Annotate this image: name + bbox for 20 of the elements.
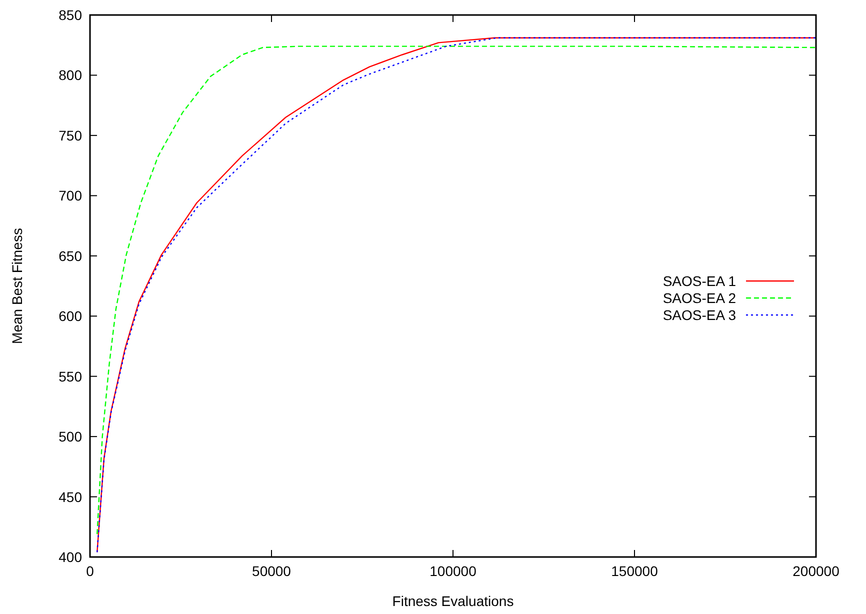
- y-tick-label: 600: [58, 308, 82, 324]
- y-tick-label: 850: [58, 7, 82, 23]
- legend-label: SAOS-EA 2: [662, 290, 736, 306]
- y-tick-label: 750: [58, 127, 82, 144]
- y-tick-label: 450: [58, 488, 82, 505]
- y-tick-label: 700: [58, 188, 82, 204]
- x-tick-label: 50000: [252, 563, 292, 579]
- y-axis-title: Mean Best Fitness: [9, 228, 25, 344]
- legend-label: SAOS-EA 3: [662, 307, 736, 323]
- legend-label: SAOS-EA 1: [662, 273, 736, 289]
- x-tick-label: 200000: [792, 563, 840, 579]
- x-tick-label: 100000: [430, 563, 477, 579]
- y-tick-label: 500: [58, 428, 82, 445]
- y-tick-label: 550: [58, 368, 82, 384]
- x-axis-title: Fitness Evaluations: [392, 593, 514, 609]
- x-tick-label: 0: [86, 563, 94, 579]
- x-tick-label: 150000: [611, 563, 658, 579]
- y-tick-label: 650: [58, 248, 82, 264]
- y-tick-label: 800: [58, 67, 82, 84]
- y-tick-label: 400: [58, 549, 82, 565]
